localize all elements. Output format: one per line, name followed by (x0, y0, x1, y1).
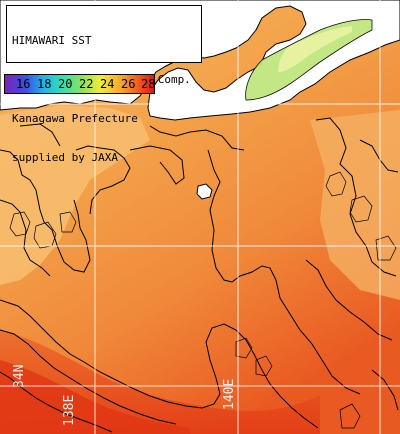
warm-current-core (0, 360, 190, 434)
title-line-3: Kanagawa Prefecture (12, 112, 138, 125)
sst-front-lines (0, 117, 399, 433)
legend-tick-22: 22 (79, 77, 94, 91)
title-box: HIMAWARI SST ~2025/06/24(UTC) Week Comp.… (6, 5, 202, 164)
legend-tick-24: 24 (100, 77, 115, 91)
legend-tick-16: 16 (16, 77, 31, 91)
bay-cool-water-inner (278, 26, 352, 72)
legend-tick-26: 26 (121, 77, 136, 91)
bay-cool-water (245, 19, 373, 101)
title-line-1: HIMAWARI SST (12, 34, 92, 47)
sst-color-legend: 16 18 20 22 24 26 28 (4, 74, 155, 94)
lon-label-138e: 138E (62, 394, 77, 426)
legend-tick-18: 18 (37, 77, 52, 91)
lat-label-34n: 34N (12, 364, 27, 388)
title-line-4: supplied by JAXA (12, 151, 118, 164)
izu-island-oshima (196, 183, 213, 200)
lon-label-140e: 140E (222, 378, 237, 410)
sst-patch-lines (9, 171, 397, 429)
legend-tick-28: 28 (141, 77, 156, 91)
legend-tick-20: 20 (58, 77, 73, 91)
